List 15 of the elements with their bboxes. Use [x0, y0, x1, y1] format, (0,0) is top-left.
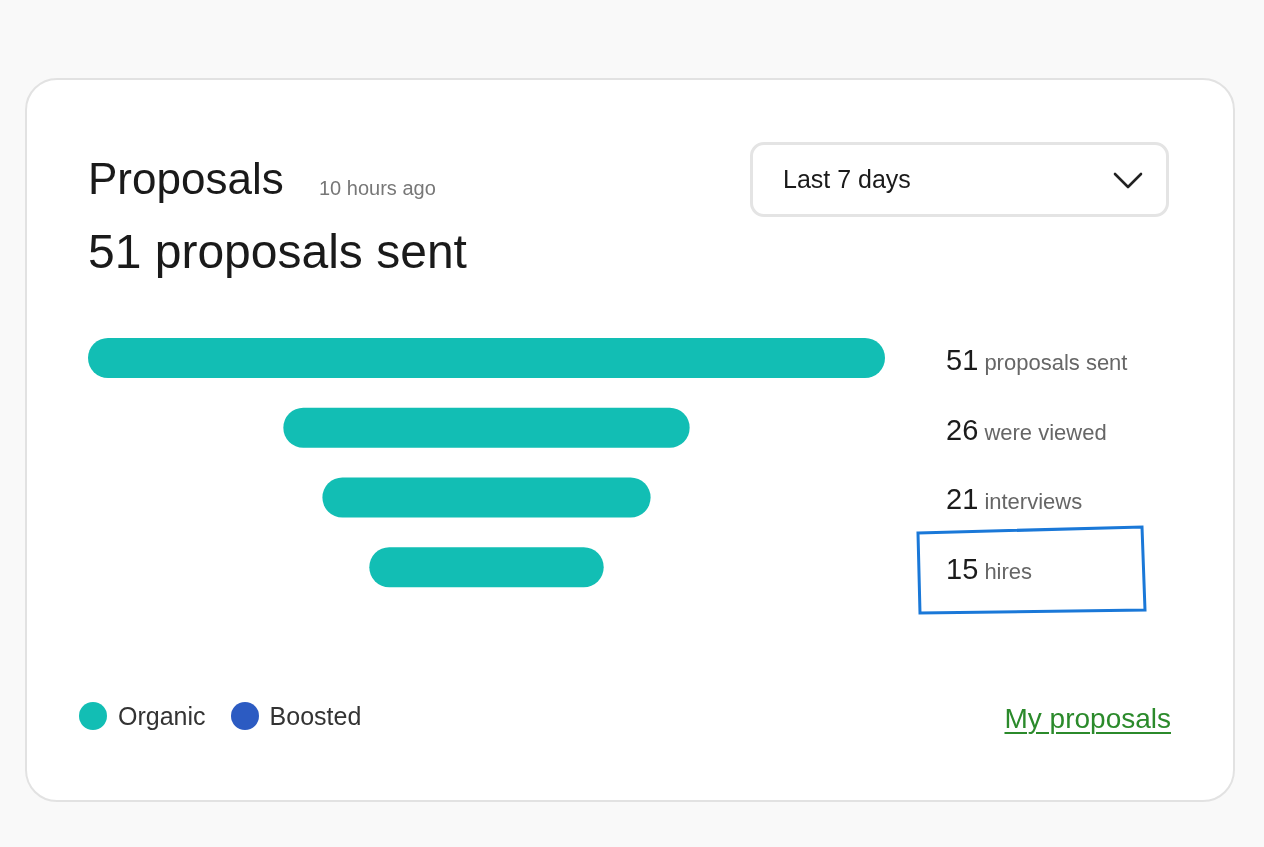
data-label: 51: [946, 343, 979, 376]
data-label: 26: [946, 413, 979, 446]
data-label: 15: [946, 553, 979, 586]
legend-label: Organic: [118, 702, 206, 730]
category-label: were viewed: [978, 419, 1107, 445]
legend-label: Boosted: [269, 702, 362, 730]
text: My proposals: [1004, 703, 1171, 734]
text: 51 proposals sent: [88, 225, 467, 278]
text: Last 7 days: [783, 165, 911, 193]
category-label: interviews: [978, 489, 1083, 515]
category-label: hires: [978, 559, 1033, 585]
data-label: 21: [946, 483, 979, 516]
text: Proposals: [88, 154, 284, 203]
text: 10 hours ago: [319, 177, 436, 199]
category-label: proposals sent: [978, 349, 1128, 375]
